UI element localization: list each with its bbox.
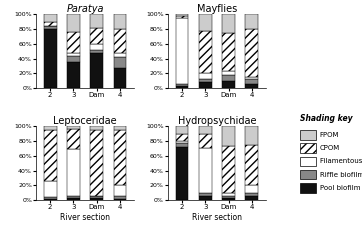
Bar: [245, 196, 258, 200]
Bar: [245, 193, 258, 196]
Bar: [90, 44, 103, 50]
Bar: [176, 84, 188, 86]
Bar: [245, 126, 258, 145]
Bar: [222, 196, 235, 198]
Bar: [222, 81, 235, 88]
Bar: [245, 77, 258, 79]
Bar: [67, 126, 80, 129]
Bar: [114, 196, 126, 199]
Bar: [90, 196, 103, 198]
Title: Hydropsychidae: Hydropsychidae: [178, 116, 256, 126]
Title: Mayflies: Mayflies: [197, 4, 237, 14]
Bar: [222, 33, 235, 71]
Bar: [114, 185, 126, 196]
Bar: [176, 147, 188, 200]
Bar: [222, 146, 235, 194]
Title: Leptoceridae: Leptoceridae: [53, 116, 117, 126]
Bar: [114, 57, 126, 68]
Bar: [44, 126, 56, 130]
Bar: [44, 199, 56, 200]
Bar: [199, 14, 212, 31]
Bar: [176, 14, 188, 16]
Bar: [90, 126, 103, 130]
Bar: [44, 14, 56, 22]
Bar: [114, 29, 126, 54]
X-axis label: River section: River section: [60, 213, 110, 222]
Bar: [245, 185, 258, 193]
Bar: [90, 14, 103, 28]
Text: Filamentous algae: Filamentous algae: [320, 158, 362, 164]
Bar: [245, 145, 258, 185]
Bar: [44, 130, 56, 181]
Bar: [176, 143, 188, 147]
Bar: [67, 56, 80, 62]
Bar: [245, 84, 258, 88]
Bar: [199, 82, 212, 88]
Bar: [199, 73, 212, 79]
Bar: [222, 193, 235, 196]
Bar: [176, 86, 188, 88]
Bar: [245, 79, 258, 84]
Bar: [222, 14, 235, 33]
Bar: [300, 183, 316, 193]
Text: Riffle biofilm: Riffle biofilm: [320, 172, 362, 178]
Bar: [199, 148, 212, 193]
Text: FPOM: FPOM: [320, 132, 339, 138]
Title: Paratya: Paratya: [66, 4, 104, 14]
Bar: [300, 157, 316, 166]
Bar: [245, 29, 258, 77]
Bar: [44, 181, 56, 197]
Bar: [90, 130, 103, 196]
Bar: [114, 68, 126, 88]
Bar: [222, 198, 235, 200]
Bar: [67, 62, 80, 88]
Bar: [90, 198, 103, 200]
Bar: [44, 197, 56, 199]
Bar: [114, 126, 126, 130]
Bar: [176, 16, 188, 18]
Bar: [67, 53, 80, 56]
Bar: [199, 31, 212, 73]
Bar: [176, 18, 188, 84]
Bar: [176, 134, 188, 141]
Bar: [222, 71, 235, 75]
Bar: [44, 29, 56, 88]
Bar: [44, 26, 56, 29]
Bar: [176, 126, 188, 134]
Bar: [199, 126, 212, 134]
Bar: [67, 196, 80, 198]
Bar: [90, 28, 103, 44]
Bar: [300, 143, 316, 153]
Bar: [67, 129, 80, 149]
Bar: [67, 32, 80, 53]
Bar: [300, 170, 316, 179]
Bar: [199, 193, 212, 196]
Bar: [114, 14, 126, 29]
Bar: [222, 75, 235, 81]
Bar: [90, 50, 103, 54]
Bar: [90, 54, 103, 88]
Text: CPOM: CPOM: [320, 145, 340, 151]
Bar: [67, 198, 80, 200]
Text: Shading key: Shading key: [300, 114, 352, 123]
Bar: [114, 54, 126, 57]
Bar: [199, 196, 212, 200]
Bar: [176, 141, 188, 143]
Bar: [44, 22, 56, 26]
Bar: [114, 199, 126, 200]
Bar: [199, 134, 212, 148]
Bar: [114, 130, 126, 185]
Bar: [222, 126, 235, 146]
Text: Pool biofilm: Pool biofilm: [320, 185, 360, 191]
Bar: [67, 14, 80, 32]
X-axis label: River section: River section: [192, 213, 242, 222]
Bar: [67, 149, 80, 196]
Bar: [199, 79, 212, 82]
Bar: [245, 14, 258, 29]
Bar: [300, 130, 316, 140]
